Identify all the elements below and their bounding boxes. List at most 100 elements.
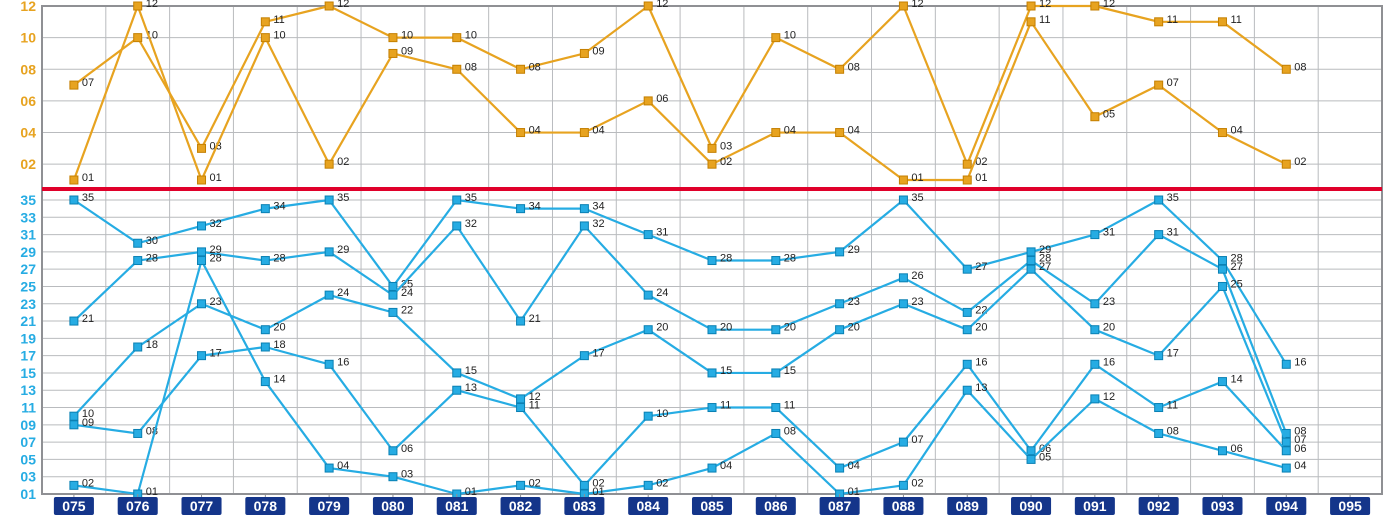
point-label: 21 (82, 313, 94, 325)
lower-ytick: 27 (20, 261, 36, 277)
data-point (517, 205, 525, 213)
point-label: 03 (401, 469, 413, 481)
data-point (899, 2, 907, 10)
data-point (772, 429, 780, 437)
data-point (1091, 2, 1099, 10)
dual-panel-line-chart: 1210080604023533312927252321191715131109… (0, 0, 1392, 521)
data-point (580, 352, 588, 360)
point-label: 34 (273, 201, 285, 213)
point-label: 23 (911, 296, 923, 308)
data-point (644, 97, 652, 105)
point-label: 14 (1230, 374, 1242, 386)
data-point (1282, 160, 1290, 168)
data-point (1027, 455, 1035, 463)
data-point (70, 421, 78, 429)
point-label: 25 (1230, 278, 1242, 290)
data-point (772, 34, 780, 42)
lower-series-4: 0201281404030102010204080102130512080604 (70, 253, 1307, 498)
point-label: 01 (848, 486, 860, 498)
point-label: 14 (273, 374, 285, 386)
point-label: 11 (1230, 14, 1241, 26)
data-point (899, 481, 907, 489)
point-label: 08 (848, 61, 860, 73)
point-label: 12 (337, 0, 349, 10)
point-label: 17 (1167, 348, 1179, 360)
point-label: 02 (911, 477, 923, 489)
point-label: 24 (337, 287, 349, 299)
point-label: 01 (146, 486, 158, 498)
data-point (261, 326, 269, 334)
data-point (708, 404, 716, 412)
data-point (1282, 447, 1290, 455)
data-point (708, 326, 716, 334)
point-label: 04 (848, 125, 860, 137)
data-point (134, 343, 142, 351)
point-label: 06 (401, 443, 413, 455)
point-label: 35 (465, 192, 477, 204)
x-badge-label: 075 (62, 498, 86, 514)
data-point (836, 65, 844, 73)
point-label: 27 (1230, 261, 1242, 273)
data-point (134, 429, 142, 437)
data-point (134, 2, 142, 10)
data-point (708, 160, 716, 168)
data-point (580, 49, 588, 57)
point-label: 34 (592, 201, 604, 213)
point-label: 24 (401, 287, 413, 299)
point-label: 35 (911, 192, 923, 204)
data-point (198, 257, 206, 265)
data-point (453, 34, 461, 42)
point-label: 30 (146, 235, 158, 247)
data-point (517, 129, 525, 137)
lower-ytick: 31 (20, 227, 36, 243)
data-point (1027, 2, 1035, 10)
point-label: 01 (465, 486, 477, 498)
data-point (1091, 395, 1099, 403)
data-point (1027, 447, 1035, 455)
x-badge-label: 095 (1338, 498, 1362, 514)
point-label: 08 (784, 425, 796, 437)
data-point (644, 412, 652, 420)
data-point (899, 274, 907, 282)
data-point (772, 257, 780, 265)
x-badge-label: 090 (1019, 498, 1043, 514)
data-point (134, 257, 142, 265)
data-point (517, 404, 525, 412)
point-label: 15 (465, 365, 477, 377)
point-label: 32 (465, 218, 477, 230)
data-point (1155, 81, 1163, 89)
lower-ytick: 07 (20, 434, 36, 450)
point-label: 20 (273, 322, 285, 334)
data-point (1155, 18, 1163, 26)
point-label: 12 (1103, 0, 1115, 10)
x-badge-label: 094 (1275, 498, 1299, 514)
point-label: 22 (975, 304, 987, 316)
x-badge-label: 084 (637, 498, 661, 514)
point-label: 04 (592, 125, 604, 137)
data-point (1155, 429, 1163, 437)
point-label: 06 (1230, 443, 1242, 455)
point-label: 04 (720, 460, 732, 472)
data-point (325, 291, 333, 299)
point-label: 12 (146, 0, 158, 10)
point-label: 27 (1039, 261, 1051, 273)
data-point (772, 129, 780, 137)
x-badge-label: 086 (764, 498, 788, 514)
data-point (70, 81, 78, 89)
data-point (772, 326, 780, 334)
point-label: 12 (1039, 0, 1051, 10)
data-point (134, 34, 142, 42)
point-label: 04 (848, 460, 860, 472)
point-label: 35 (337, 192, 349, 204)
data-point (963, 265, 971, 273)
data-point (389, 49, 397, 57)
point-label: 10 (401, 30, 413, 42)
data-point (644, 2, 652, 10)
point-label: 03 (720, 140, 732, 152)
data-point (1282, 464, 1290, 472)
data-point (453, 222, 461, 230)
data-point (70, 317, 78, 325)
lower-ytick: 17 (20, 348, 36, 364)
upper-series-0: 0710031112101008091203100812021212111108 (70, 0, 1307, 168)
data-point (836, 248, 844, 256)
